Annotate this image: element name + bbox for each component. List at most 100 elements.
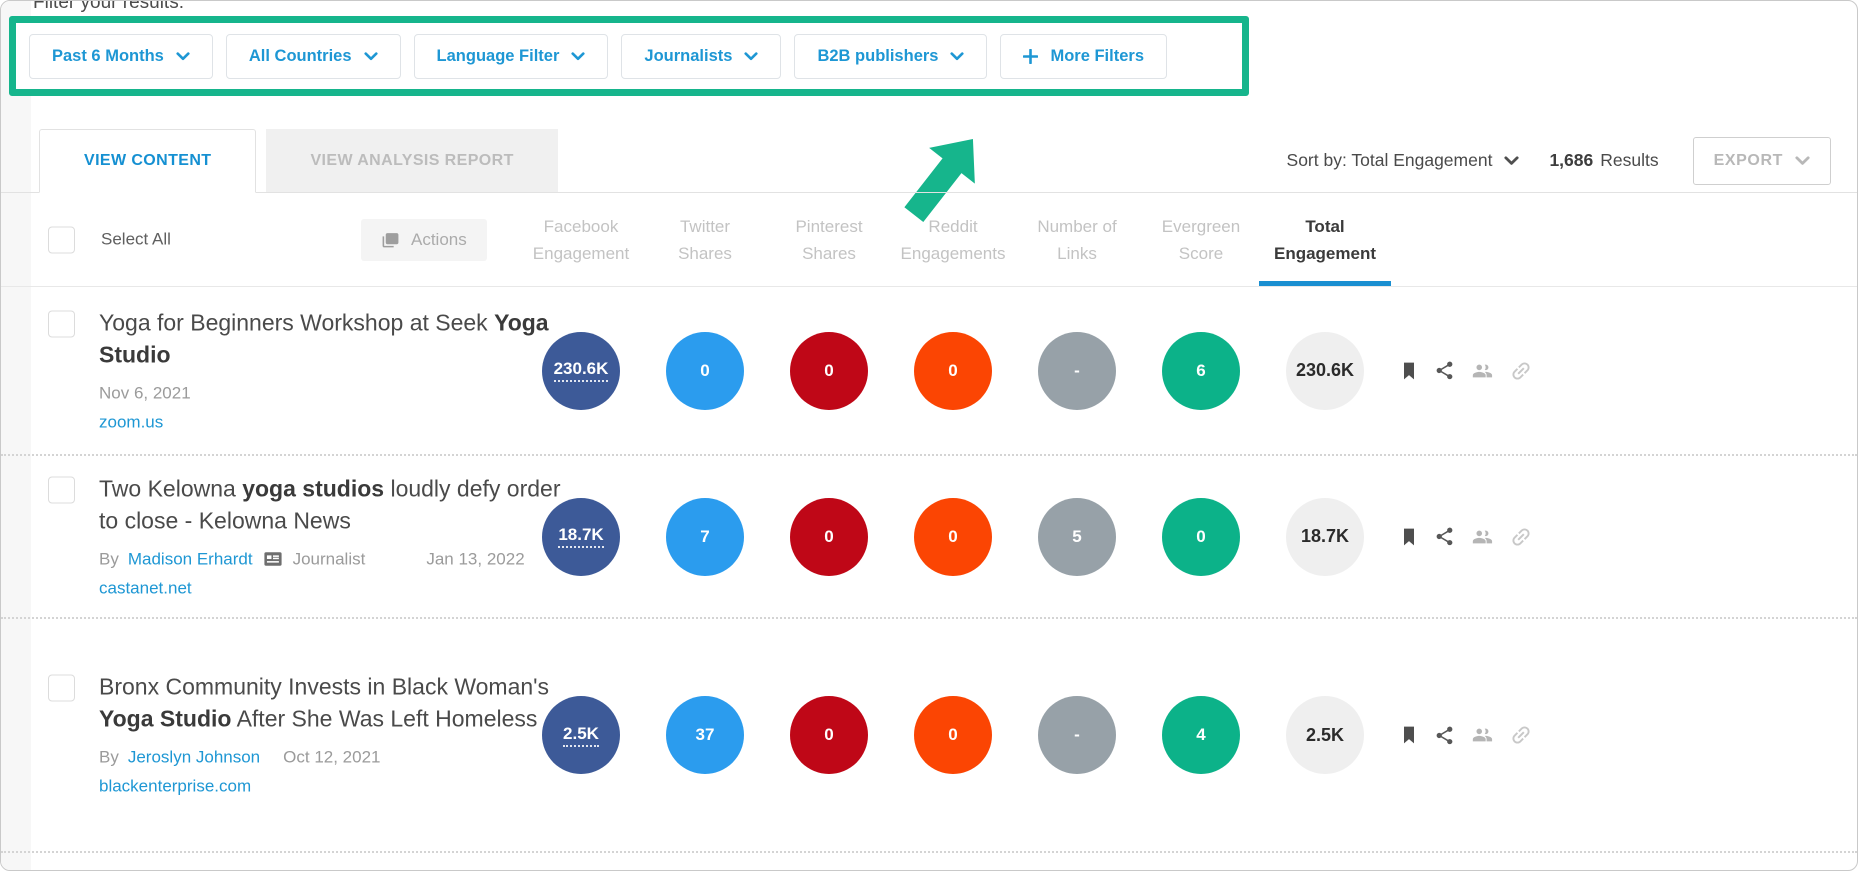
filter-dropdown-date-range[interactable]: Past 6 Months — [29, 33, 213, 79]
filter-label: Language Filter — [436, 46, 560, 65]
table-row: Bronx Community Invests in Black Woman's… — [1, 619, 1857, 853]
column-header-pinterest-shares[interactable]: Pinterest Shares — [754, 193, 904, 286]
sort-results-area: Sort by: Total Engagement 1,686 Results … — [1287, 129, 1831, 192]
article-domain-link[interactable]: blackenterprise.com — [99, 776, 252, 796]
column-label: Engagement — [1273, 243, 1377, 263]
article-cell: Bronx Community Invests in Black Woman's… — [99, 671, 579, 800]
row-checkbox[interactable] — [48, 674, 75, 702]
filter-label: B2B publishers — [817, 46, 939, 65]
total-engagement-value: 2.5K — [1286, 696, 1364, 774]
pinterest-shares-value: 0 — [790, 331, 868, 410]
column-label: Engagement — [532, 243, 630, 263]
evergreen-score-value: 4 — [1162, 696, 1240, 774]
article-title-link[interactable]: Bronx Community Invests in Black Woman's… — [99, 673, 550, 732]
article-cell: Yoga for Beginners Workshop at Seek Yoga… — [99, 306, 579, 435]
twitter-shares-value: 37 — [666, 696, 744, 774]
select-all: Select All — [48, 226, 171, 253]
reddit-engagements-value: 0 — [914, 497, 992, 576]
share-icon[interactable] — [1434, 725, 1455, 746]
column-label: Pinterest — [795, 216, 863, 236]
chevron-down-icon — [176, 51, 190, 61]
row-actions — [1399, 723, 1533, 747]
facebook-engagement-value: 2.5K — [542, 696, 620, 774]
backlink-icon[interactable] — [1509, 359, 1533, 383]
article-meta: By Madison Erhardt Journalist Jan 13, 20… — [99, 545, 579, 573]
pinterest-shares-value: 0 — [790, 497, 868, 576]
column-label: Shares — [678, 243, 732, 263]
share-icon[interactable] — [1434, 360, 1455, 381]
select-all-checkbox[interactable] — [48, 226, 75, 253]
share-icon[interactable] — [1434, 526, 1455, 547]
table-header: Select All Actions Facebook Engagement T… — [1, 193, 1857, 287]
stacked-pages-icon — [382, 233, 399, 248]
author-role: Journalist — [292, 549, 366, 568]
backlink-icon[interactable] — [1509, 525, 1533, 549]
column-header-total-engagement[interactable]: Total Engagement — [1250, 193, 1400, 286]
filter-dropdown-b2b-publishers[interactable]: B2B publishers — [794, 33, 988, 79]
bookmark-icon[interactable] — [1399, 526, 1419, 548]
column-header-evergreen-score[interactable]: Evergreen Score — [1126, 193, 1276, 286]
twitter-shares-value: 7 — [666, 497, 744, 576]
filter-label: All Countries — [248, 46, 352, 65]
sort-by-label: Sort by: Total Engagement — [1286, 150, 1493, 170]
article-title-link[interactable]: Yoga for Beginners Workshop at Seek Yoga… — [99, 309, 549, 367]
tab-view-content[interactable]: VIEW CONTENT — [39, 129, 257, 193]
actions-button[interactable]: Actions — [361, 218, 487, 261]
plus-icon — [1023, 48, 1039, 64]
twitter-shares-value: 0 — [666, 331, 744, 410]
article-date: Oct 12, 2021 — [283, 747, 381, 767]
row-content: Yoga for Beginners Workshop at Seek Yoga… — [48, 306, 588, 435]
column-label: Evergreen — [1161, 216, 1241, 236]
article-title-link[interactable]: Two Kelowna yoga studios loudly defy ord… — [99, 475, 561, 533]
more-filters-button[interactable]: More Filters — [1000, 33, 1167, 79]
column-label: Number of — [1037, 216, 1117, 236]
bookmark-icon[interactable] — [1399, 724, 1419, 746]
export-button[interactable]: EXPORT — [1692, 136, 1831, 185]
pinterest-shares-value: 0 — [790, 696, 868, 774]
tab-view-analysis-report[interactable]: VIEW ANALYSIS REPORT — [266, 129, 558, 192]
facebook-engagement-value: 230.6K — [542, 331, 620, 410]
reddit-engagements-value: 0 — [914, 696, 992, 774]
export-label: EXPORT — [1713, 151, 1783, 169]
backlink-icon[interactable] — [1509, 723, 1533, 747]
filter-dropdown-language[interactable]: Language Filter — [413, 33, 609, 79]
number-of-links-value: - — [1038, 331, 1116, 410]
audience-icon[interactable] — [1470, 526, 1494, 548]
column-header-facebook-engagement[interactable]: Facebook Engagement — [506, 193, 656, 286]
column-label: Facebook — [543, 216, 619, 236]
audience-icon[interactable] — [1470, 724, 1494, 746]
filter-label: Journalists — [644, 46, 733, 65]
chevron-down-icon — [363, 51, 378, 61]
column-header-twitter-shares[interactable]: Twitter Shares — [630, 193, 780, 286]
chevron-down-icon — [1795, 155, 1810, 166]
tab-label: VIEW ANALYSIS REPORT — [310, 151, 514, 169]
row-content: Two Kelowna yoga studios loudly defy ord… — [48, 472, 588, 601]
select-all-label: Select All — [101, 229, 171, 249]
article-domain-link[interactable]: castanet.net — [99, 578, 192, 597]
evergreen-score-value: 0 — [1162, 497, 1240, 576]
column-header-number-of-links[interactable]: Number of Links — [1002, 193, 1152, 286]
tabs-toolbar: VIEW CONTENT VIEW ANALYSIS REPORT Sort b… — [1, 129, 1857, 193]
author-link[interactable]: Jeroslyn Johnson — [127, 747, 261, 767]
filter-dropdown-countries[interactable]: All Countries — [225, 33, 401, 79]
byline-prefix: By — [99, 549, 119, 568]
row-checkbox[interactable] — [48, 310, 75, 337]
audience-icon[interactable] — [1470, 360, 1494, 382]
article-domain-link[interactable]: zoom.us — [99, 412, 164, 431]
number-of-links-value: - — [1038, 696, 1116, 774]
bookmark-icon[interactable] — [1399, 360, 1419, 382]
table-row: Yoga for Beginners Workshop at Seek Yoga… — [1, 287, 1857, 456]
row-actions — [1399, 359, 1533, 383]
sort-by-dropdown[interactable]: Sort by: Total Engagement — [1287, 150, 1520, 171]
results-count: 1,686 — [1549, 150, 1594, 170]
row-checkbox[interactable] — [48, 476, 75, 503]
total-engagement-value: 230.6K — [1286, 331, 1364, 410]
column-header-reddit-engagements[interactable]: Reddit Engagements — [878, 193, 1028, 286]
chevron-down-icon — [950, 51, 965, 61]
column-label: Score — [1178, 243, 1224, 263]
filter-label: Past 6 Months — [52, 46, 164, 65]
filter-dropdown-journalists[interactable]: Journalists — [621, 33, 782, 79]
author-link[interactable]: Madison Erhardt — [127, 549, 253, 568]
filter-bar-highlight-box: Past 6 Months All Countries Language Fil… — [9, 16, 1249, 96]
